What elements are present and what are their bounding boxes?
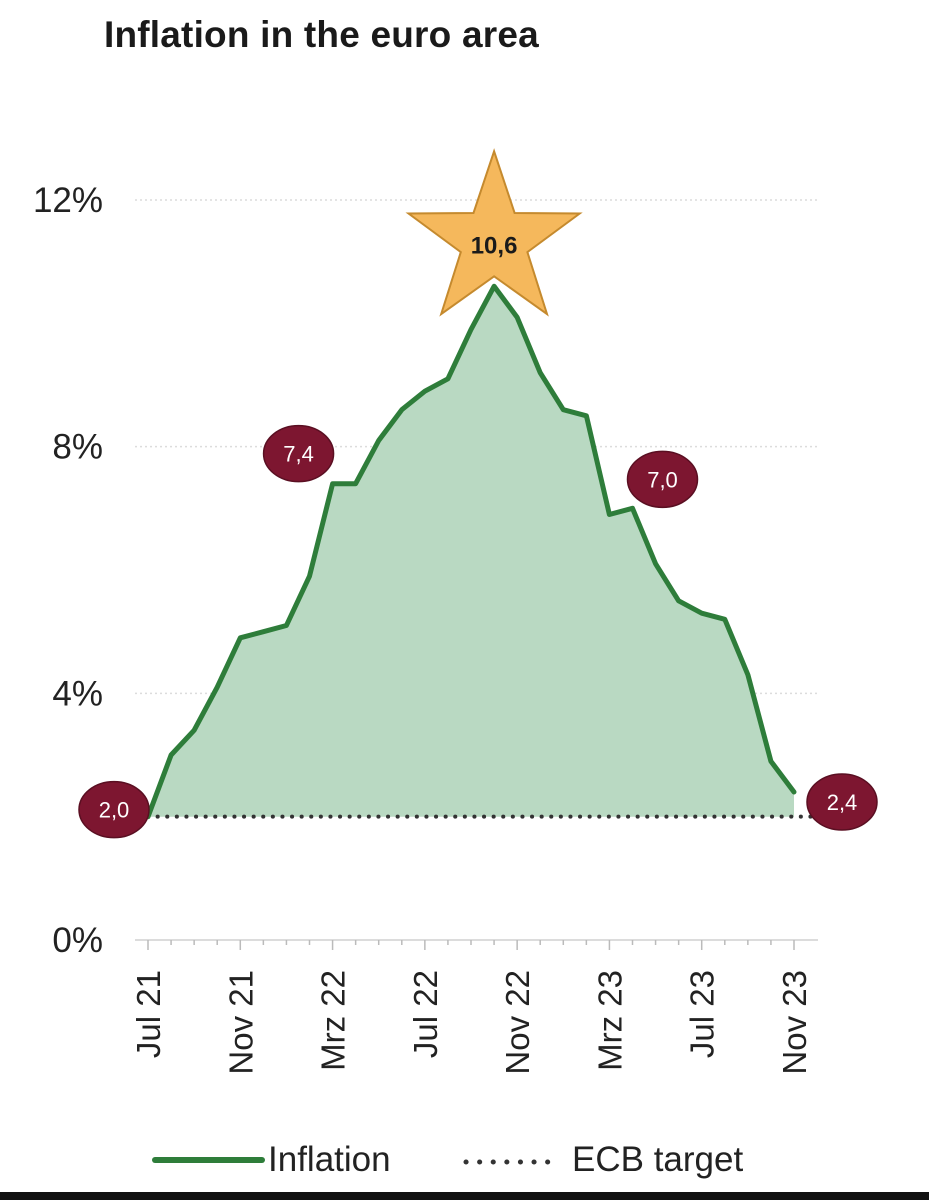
x-axis: Jul 21 Nov 21 Mrz 22 Jul 22 Nov 22 Mrz 23 Jul …	[130, 939, 818, 1075]
legend-label-ecb-target: ECB target	[572, 1140, 743, 1179]
x-tick-label: Mrz 22	[315, 970, 352, 1071]
legend: Inflation ECB target	[152, 1140, 743, 1179]
x-tick-label: Mrz 23	[591, 970, 628, 1071]
annotations: 2,0 7,4 10,6 7,0 2,4	[78, 148, 878, 839]
x-tick-label: Nov 23	[776, 970, 813, 1075]
value-badge	[262, 424, 335, 483]
x-tick-label: Jul 22	[407, 970, 444, 1058]
y-tick-label: 0%	[52, 921, 103, 960]
x-tick-label: Nov 21	[222, 970, 259, 1075]
value-badge-label: 7,0	[647, 467, 678, 492]
value-badge-label: 2,0	[99, 798, 130, 823]
peak-label: 10,6	[471, 232, 518, 259]
legend-label-inflation: Inflation	[268, 1140, 391, 1179]
y-tick-label: 8%	[52, 428, 103, 467]
bottom-border	[0, 1192, 929, 1200]
value-badge-label: 2,4	[827, 790, 858, 815]
y-axis: 0% 4% 8% 12%	[33, 181, 103, 960]
peak-star	[405, 148, 583, 317]
value-badge	[78, 780, 150, 839]
x-tick-label: Nov 22	[499, 970, 536, 1075]
value-badge	[806, 773, 878, 831]
chart-title: Inflation in the euro area	[104, 14, 539, 55]
y-tick-label: 4%	[52, 674, 103, 713]
inflation-area-fill	[148, 286, 794, 817]
y-tick-label: 12%	[33, 181, 103, 220]
plot-area	[145, 283, 816, 820]
x-tick-label: Jul 23	[684, 970, 721, 1058]
value-badge	[626, 450, 699, 509]
x-tick-label: Jul 21	[130, 970, 167, 1058]
value-badge-label: 7,4	[283, 442, 314, 467]
